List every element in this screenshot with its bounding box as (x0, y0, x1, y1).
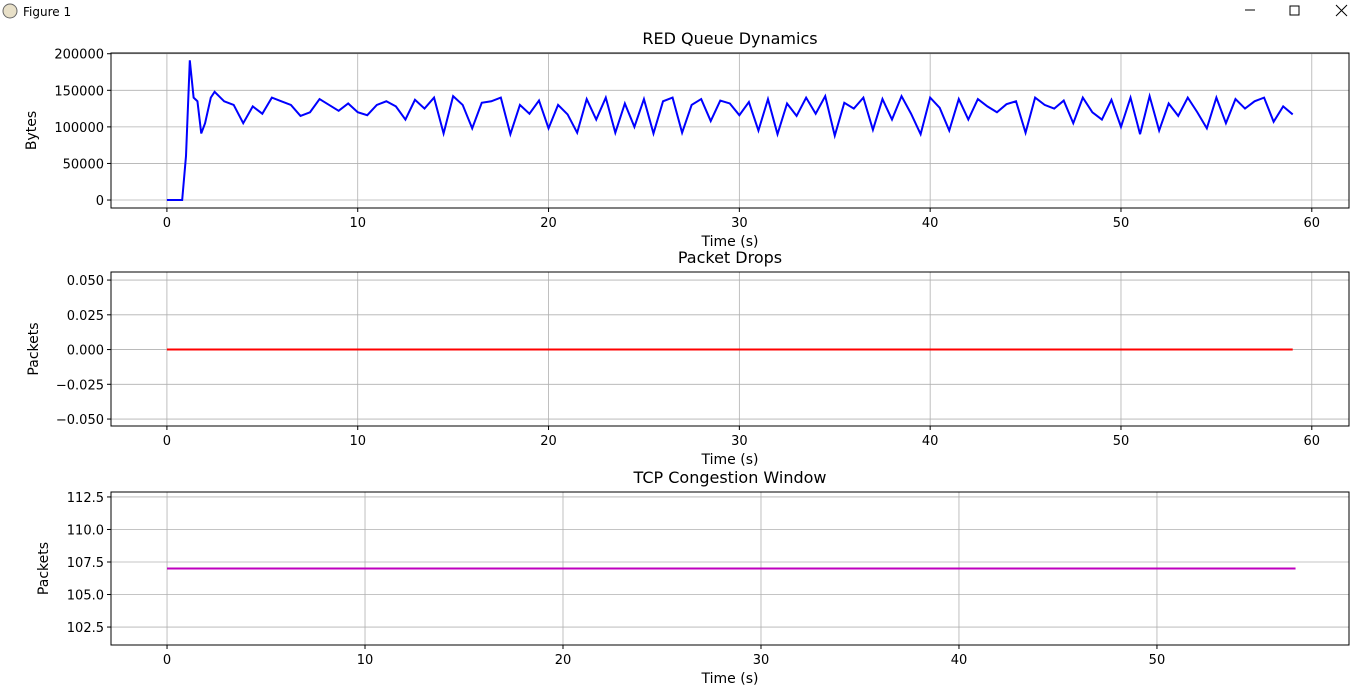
axes-frame (110, 491, 1350, 646)
y-tick-label: 200000 (54, 48, 104, 63)
x-tick-label: 30 (731, 216, 748, 231)
y-axis-label: Bytes (24, 111, 40, 150)
x-tick-label: 40 (922, 216, 939, 231)
x-tick-label: 10 (357, 653, 374, 668)
y-tick-label: 0.000 (67, 344, 104, 359)
x-tick-label: 0 (163, 434, 171, 449)
x-axis-label: Time (s) (701, 452, 759, 468)
y-tick-label: 0.050 (67, 274, 104, 289)
x-tick-label: 50 (1149, 653, 1166, 668)
x-tick-label: 10 (349, 216, 366, 231)
title-bar (0, 0, 1365, 24)
x-tick-label: 60 (1304, 434, 1321, 449)
axes-frame (110, 271, 1350, 427)
x-tick-label: 60 (1304, 216, 1321, 231)
y-tick-label: −0.050 (56, 413, 104, 428)
x-tick-label: 40 (951, 653, 968, 668)
window-title: Figure 1 (23, 5, 71, 19)
y-tick-label: 0 (96, 194, 104, 209)
window-icon (2, 3, 18, 19)
y-tick-label: 102.5 (67, 621, 104, 636)
y-tick-label: 107.5 (67, 556, 104, 571)
x-tick-label: 40 (922, 434, 939, 449)
y-tick-label: −0.025 (56, 378, 104, 393)
chart-title: RED Queue Dynamics (642, 29, 817, 48)
x-tick-label: 20 (540, 434, 557, 449)
x-axis-label: Time (s) (701, 671, 759, 687)
y-tick-label: 150000 (54, 84, 104, 99)
y-tick-label: 105.0 (67, 589, 104, 604)
y-tick-label: 0.025 (67, 309, 104, 324)
x-tick-label: 10 (349, 434, 366, 449)
y-axis-label: Packets (26, 322, 42, 375)
y-tick-label: 110.0 (67, 523, 104, 538)
x-tick-label: 0 (163, 216, 171, 231)
chart-title: TCP Congestion Window (633, 468, 827, 487)
axes-frame (110, 52, 1350, 209)
close-button[interactable] (1335, 4, 1348, 17)
x-tick-label: 20 (540, 216, 557, 231)
x-tick-label: 0 (163, 653, 171, 668)
y-tick-label: 112.5 (67, 491, 104, 506)
y-tick-label: 100000 (54, 121, 104, 136)
maximize-button[interactable] (1289, 5, 1300, 16)
x-tick-label: 30 (753, 653, 770, 668)
x-axis-label: Time (s) (701, 234, 759, 250)
x-tick-label: 20 (555, 653, 572, 668)
chart-title: Packet Drops (678, 248, 782, 267)
data-line (166, 60, 1294, 202)
x-tick-label: 50 (1113, 434, 1130, 449)
x-tick-label: 50 (1113, 216, 1130, 231)
x-tick-label: 30 (731, 434, 748, 449)
y-axis-label: Packets (36, 542, 52, 595)
y-tick-label: 50000 (63, 157, 104, 172)
